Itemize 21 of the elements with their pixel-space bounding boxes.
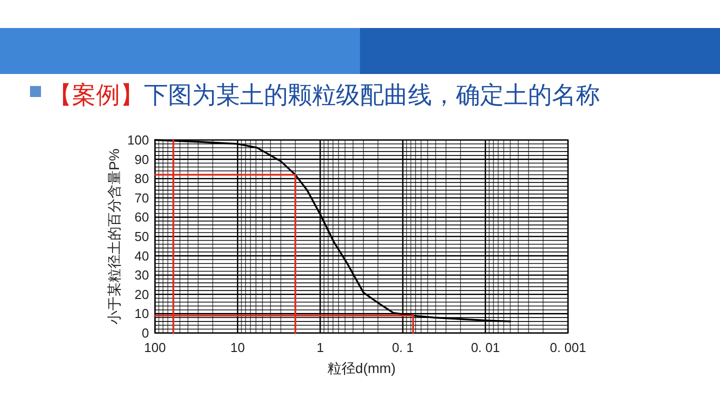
x-axis-title: 粒径d(mm) <box>327 360 396 376</box>
x-tick-label: 10 <box>230 340 245 355</box>
x-tick-label: 0. 001 <box>550 340 586 355</box>
x-tick-label: 100 <box>144 340 166 355</box>
y-tick-label: 80 <box>134 171 149 186</box>
x-tick-label: 0. 01 <box>470 340 500 355</box>
y-tick-label: 30 <box>134 268 149 283</box>
y-tick-label: 20 <box>134 286 149 302</box>
y-tick-label: 40 <box>134 248 149 264</box>
y-tick-label: 90 <box>134 152 149 167</box>
y-axis-title: 小于某粒径土的百分含量P% <box>106 148 122 324</box>
x-tick-label: 1 <box>316 340 324 355</box>
y-tick-label: 100 <box>127 132 149 148</box>
chart-title: 【案例】 <box>48 82 144 109</box>
y-tick-label: 10 <box>134 306 149 322</box>
chart-subtitle: 下图为某土的颗粒级配曲线，确定土的名称 <box>144 82 600 109</box>
x-tick-label: 0. 1 <box>392 340 414 355</box>
y-tick-label: 50 <box>134 229 149 244</box>
y-tick-label: 0 <box>142 326 149 340</box>
y-tick-label: 70 <box>134 190 149 206</box>
y-tick-label: 60 <box>134 210 149 225</box>
